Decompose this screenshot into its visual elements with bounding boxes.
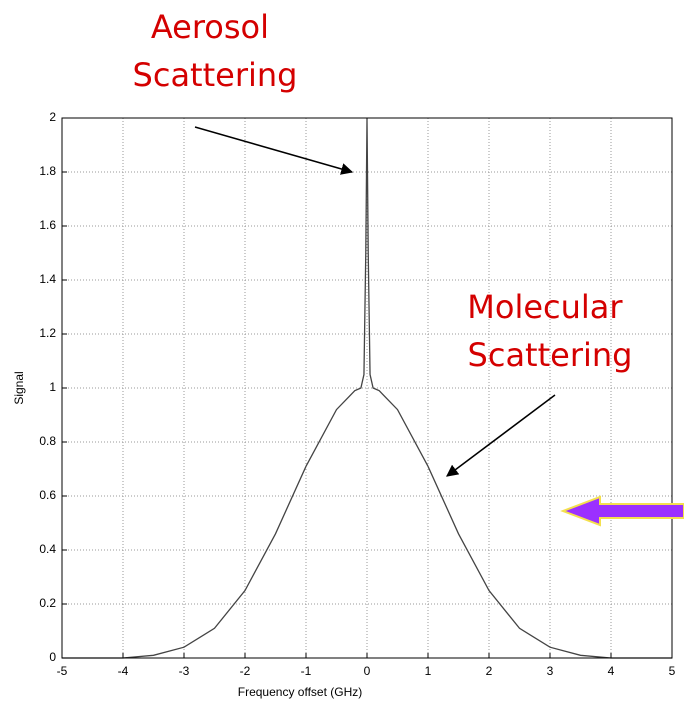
annotation: Molecular Scattering xyxy=(467,288,632,374)
x-tick-label: 1 xyxy=(425,664,432,678)
x-tick-label: -1 xyxy=(301,664,312,678)
x-tick-label: 3 xyxy=(547,664,554,678)
x-tick-label: 2 xyxy=(486,664,493,678)
x-tick-label: -5 xyxy=(57,664,68,678)
annotation-line: Aerosol xyxy=(151,8,269,46)
annotation-line: Scattering xyxy=(133,56,298,94)
annotation-line: Scattering xyxy=(468,336,633,374)
x-tick-label: 4 xyxy=(608,664,615,678)
x-tick-label: 0 xyxy=(364,664,371,678)
y-tick-label: 0.4 xyxy=(39,542,56,556)
y-tick-label: 1 xyxy=(49,380,56,394)
x-tick-label: -3 xyxy=(179,664,190,678)
y-tick-label: 2 xyxy=(49,110,56,124)
pointer-arrow xyxy=(560,495,684,527)
y-tick-label: 0.8 xyxy=(39,434,56,448)
x-tick-label: 5 xyxy=(669,664,676,678)
y-tick-label: 1.8 xyxy=(39,164,56,178)
y-tick-label: 1.4 xyxy=(39,272,56,286)
aerosol-arrow xyxy=(194,126,354,175)
x-tick-label: -2 xyxy=(240,664,251,678)
grid xyxy=(61,117,673,659)
y-tick-label: 0.6 xyxy=(39,488,56,502)
y-tick-label: 0.2 xyxy=(39,596,56,610)
y-tick-label: 1.2 xyxy=(39,326,56,340)
annotation-line: Molecular xyxy=(467,288,623,326)
y-axis-label: Signal xyxy=(12,371,26,404)
x-axis-label: Frequency offset (GHz) xyxy=(238,685,363,699)
axes-box xyxy=(61,117,673,659)
molecular-arrow xyxy=(446,394,556,477)
y-tick-label: 1.6 xyxy=(39,218,56,232)
y-tick-label: 0 xyxy=(49,650,56,664)
annotation: Aerosol Scattering xyxy=(133,8,298,94)
x-tick-label: -4 xyxy=(118,664,129,678)
